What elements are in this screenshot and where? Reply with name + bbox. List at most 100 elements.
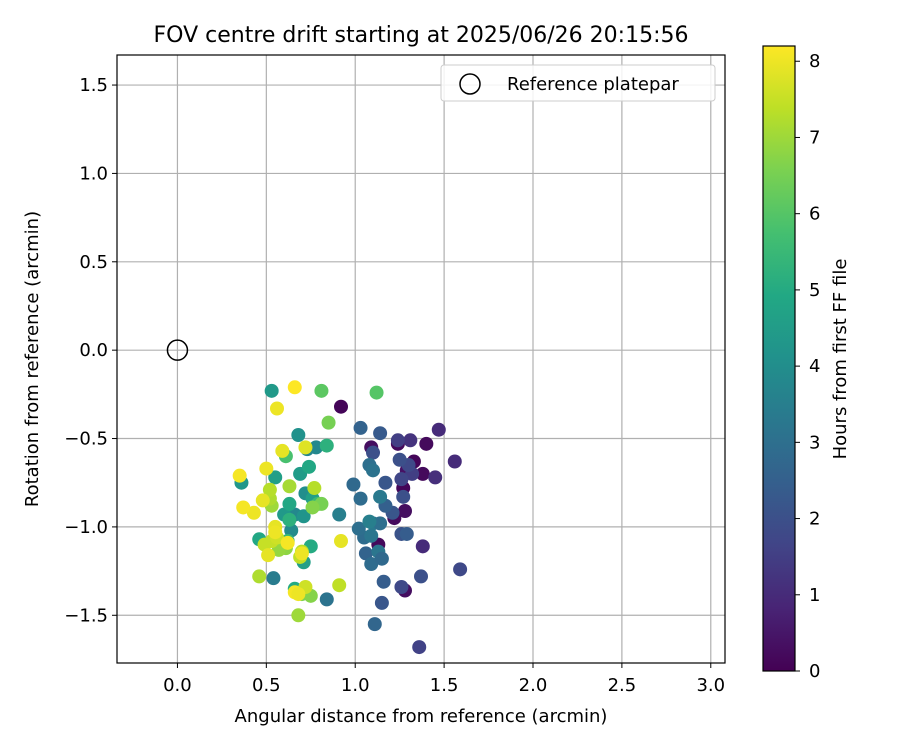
data-point: [353, 420, 368, 435]
data-point: [319, 592, 334, 607]
data-point: [390, 433, 405, 448]
data-point: [291, 587, 306, 602]
data-point: [374, 595, 389, 610]
y-tick-label: −0.5: [64, 429, 108, 450]
data-point: [262, 482, 277, 497]
colorbar-tick-label: 5: [809, 280, 820, 301]
data-point: [270, 401, 284, 416]
data-point: [378, 475, 393, 490]
data-point: [321, 415, 336, 430]
data-point: [287, 380, 302, 395]
data-point: [284, 523, 299, 538]
colorbar-tick-label: 4: [809, 356, 820, 377]
y-tick-label: −1.0: [64, 517, 108, 538]
data-point: [431, 422, 446, 437]
data-point: [376, 574, 391, 589]
legend-reference-marker: [459, 73, 481, 95]
data-point: [291, 608, 306, 623]
data-point: [396, 489, 411, 504]
data-point: [291, 428, 306, 442]
data-point: [369, 385, 384, 400]
data-point: [392, 452, 407, 467]
data-point: [447, 454, 462, 469]
grid: [117, 55, 725, 663]
y-axis: 1.5 1.0 0.5 0.0 −0.5 −1.0 −1.5: [64, 75, 117, 626]
data-point: [412, 640, 427, 655]
data-point: [282, 512, 297, 527]
data-point: [282, 496, 297, 511]
data-point: [252, 569, 267, 584]
reference-platepar-marker: [166, 339, 189, 361]
plot-frame: [116, 54, 726, 664]
data-point: [428, 470, 443, 485]
data-point: [302, 459, 316, 474]
data-point: [280, 535, 295, 550]
data-point: [294, 546, 309, 561]
legend-box: [440, 64, 716, 102]
data-point: [246, 505, 261, 520]
x-tick-label: 1.0: [341, 675, 370, 696]
data-point: [374, 551, 389, 566]
y-tick-label: 1.5: [79, 75, 108, 96]
x-tick-label: 0.0: [163, 675, 192, 696]
data-point: [366, 463, 380, 478]
data-point: [351, 521, 366, 536]
data-point: [309, 440, 324, 455]
data-point: [259, 461, 274, 476]
data-point: [261, 548, 276, 563]
data-point: [307, 481, 322, 496]
y-tick-label: −1.5: [64, 605, 108, 626]
data-point: [353, 491, 368, 506]
x-axis: 0.0 0.5 1.0 1.5 2.0 2.5 3.0: [163, 663, 725, 696]
data-point: [282, 479, 297, 494]
colorbar-tick-label: 2: [809, 509, 820, 530]
data-point: [346, 477, 361, 492]
chart-title: FOV centre drift starting at 2025/06/26 …: [154, 23, 689, 48]
colorbar-label: Hours from first FF file: [830, 259, 851, 460]
colorbar-tick-label: 0: [809, 661, 820, 682]
colorbar-ticks: 0 1 2 3 4 5 6 7 8: [795, 51, 820, 682]
data-point: [419, 436, 434, 451]
data-point: [373, 516, 388, 531]
colorbar-tick-label: 6: [809, 204, 820, 225]
data-point: [332, 578, 347, 593]
data-point: [399, 526, 414, 541]
colorbar-tick-label: 7: [809, 127, 820, 148]
data-point: [296, 509, 311, 524]
data-point: [414, 569, 428, 584]
colorbar-gradient: [762, 45, 796, 672]
y-tick-label: 0.0: [79, 340, 108, 361]
data-point: [373, 489, 388, 504]
y-tick-label: 1.0: [79, 163, 108, 184]
scatter-points: [232, 380, 468, 655]
y-tick-label: 0.5: [79, 252, 108, 273]
y-axis-label: Rotation from reference (arcmin): [22, 211, 43, 507]
x-axis-label: Angular distance from reference (arcmin): [235, 706, 608, 727]
data-point: [358, 546, 373, 561]
data-point: [264, 383, 279, 398]
data-point: [268, 525, 283, 540]
data-point: [403, 433, 418, 448]
colorbar-tick-label: 8: [809, 51, 820, 72]
data-point: [373, 426, 388, 441]
x-tick-label: 1.5: [430, 675, 459, 696]
data-point: [268, 470, 283, 485]
data-point: [398, 504, 412, 518]
colorbar-tick-label: 1: [809, 585, 820, 606]
data-point: [275, 443, 290, 458]
data-point: [394, 472, 409, 487]
x-tick-label: 2.0: [519, 675, 548, 696]
data-point: [415, 539, 430, 554]
colorbar-tick-label: 3: [809, 432, 820, 453]
data-point: [367, 617, 382, 632]
data-point: [334, 399, 348, 414]
legend: Reference platepar: [440, 64, 716, 102]
data-point: [394, 580, 409, 594]
data-point: [453, 562, 468, 577]
data-point: [364, 557, 379, 572]
data-point: [364, 528, 379, 543]
data-point: [334, 534, 348, 549]
x-tick-label: 3.0: [696, 675, 725, 696]
data-point: [255, 493, 270, 508]
